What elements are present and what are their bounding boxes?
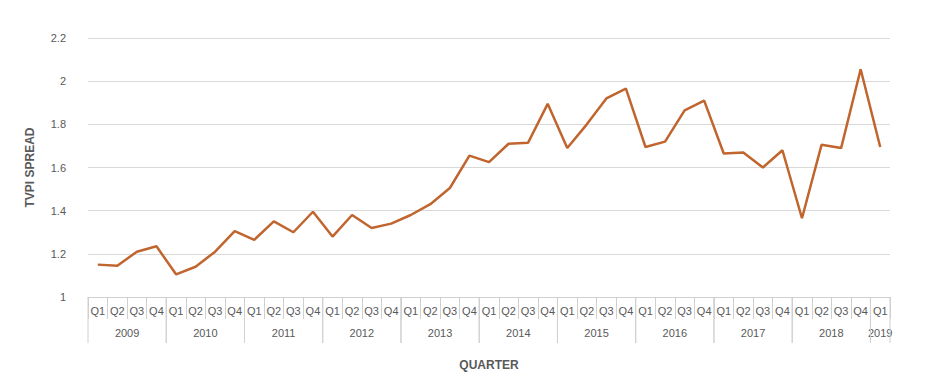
svg-text:Q1: Q1 xyxy=(482,305,497,317)
svg-text:1.2: 1.2 xyxy=(51,248,66,260)
svg-text:Q2: Q2 xyxy=(658,305,673,317)
svg-text:Q3: Q3 xyxy=(443,305,458,317)
svg-text:Q2: Q2 xyxy=(579,305,594,317)
svg-text:Q1: Q1 xyxy=(873,305,888,317)
svg-text:2012: 2012 xyxy=(350,327,374,339)
svg-text:Q1: Q1 xyxy=(716,305,731,317)
svg-text:Q1: Q1 xyxy=(169,305,184,317)
svg-text:2011: 2011 xyxy=(272,327,296,339)
svg-text:Q2: Q2 xyxy=(423,305,438,317)
svg-text:Q3: Q3 xyxy=(130,305,145,317)
svg-text:2017: 2017 xyxy=(741,327,765,339)
svg-text:2018: 2018 xyxy=(819,327,843,339)
svg-text:2016: 2016 xyxy=(663,327,687,339)
svg-text:Q1: Q1 xyxy=(795,305,810,317)
svg-text:1: 1 xyxy=(60,291,66,303)
svg-text:Q3: Q3 xyxy=(521,305,536,317)
svg-text:Q2: Q2 xyxy=(501,305,516,317)
svg-text:Q3: Q3 xyxy=(599,305,614,317)
svg-text:Q2: Q2 xyxy=(736,305,751,317)
svg-text:2015: 2015 xyxy=(584,327,608,339)
svg-text:TVPI SPREAD: TVPI SPREAD xyxy=(23,127,37,207)
svg-text:Q2: Q2 xyxy=(110,305,125,317)
svg-text:Q4: Q4 xyxy=(619,305,634,317)
svg-text:2009: 2009 xyxy=(115,327,139,339)
svg-text:Q1: Q1 xyxy=(247,305,262,317)
svg-text:Q2: Q2 xyxy=(188,305,203,317)
svg-text:1.8: 1.8 xyxy=(51,118,66,130)
svg-text:Q3: Q3 xyxy=(756,305,771,317)
svg-text:Q4: Q4 xyxy=(775,305,790,317)
svg-text:2019: 2019 xyxy=(868,327,892,339)
svg-text:1.4: 1.4 xyxy=(51,205,66,217)
svg-text:Q3: Q3 xyxy=(834,305,849,317)
svg-text:Q2: Q2 xyxy=(345,305,360,317)
svg-text:Q1: Q1 xyxy=(325,305,340,317)
svg-text:Q4: Q4 xyxy=(149,305,164,317)
svg-text:Q1: Q1 xyxy=(560,305,575,317)
svg-text:Q3: Q3 xyxy=(286,305,301,317)
svg-text:1.6: 1.6 xyxy=(51,162,66,174)
svg-text:Q4: Q4 xyxy=(227,305,242,317)
svg-text:Q4: Q4 xyxy=(384,305,399,317)
svg-text:QUARTER: QUARTER xyxy=(459,358,519,372)
svg-text:Q1: Q1 xyxy=(403,305,418,317)
svg-text:Q4: Q4 xyxy=(462,305,477,317)
svg-text:Q1: Q1 xyxy=(638,305,653,317)
svg-text:Q4: Q4 xyxy=(853,305,868,317)
svg-text:2014: 2014 xyxy=(506,327,530,339)
svg-text:Q1: Q1 xyxy=(90,305,105,317)
svg-text:Q2: Q2 xyxy=(266,305,281,317)
svg-text:Q3: Q3 xyxy=(208,305,223,317)
svg-text:2.2: 2.2 xyxy=(51,32,66,44)
svg-text:Q4: Q4 xyxy=(540,305,555,317)
svg-text:2: 2 xyxy=(60,75,66,87)
svg-text:2010: 2010 xyxy=(193,327,217,339)
svg-text:Q3: Q3 xyxy=(364,305,379,317)
svg-text:2013: 2013 xyxy=(428,327,452,339)
svg-text:Q4: Q4 xyxy=(697,305,712,317)
svg-text:Q2: Q2 xyxy=(814,305,829,317)
svg-text:Q4: Q4 xyxy=(306,305,321,317)
svg-text:Q3: Q3 xyxy=(677,305,692,317)
